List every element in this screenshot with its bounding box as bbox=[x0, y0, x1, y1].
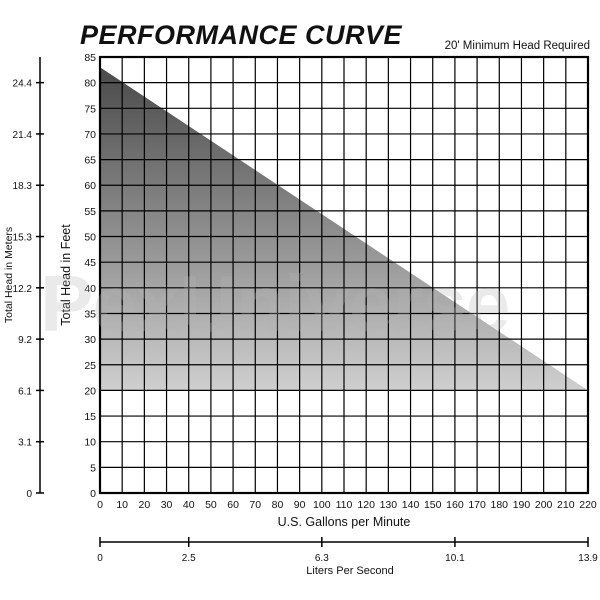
y-tick-label: 15 bbox=[84, 411, 96, 423]
lps-tick-label: 10.1 bbox=[445, 553, 465, 564]
meters-tick-label: 12.2 bbox=[13, 284, 33, 295]
x-tick-label: 180 bbox=[491, 499, 509, 511]
x-tick-label: 140 bbox=[402, 499, 420, 511]
meters-tick-label: 0 bbox=[26, 489, 32, 500]
y-tick-label: 70 bbox=[84, 129, 96, 141]
y-tick-label: 80 bbox=[84, 78, 96, 90]
y-tick-label: 30 bbox=[84, 334, 96, 346]
x-tick-label: 30 bbox=[161, 499, 173, 511]
x-tick-label: 0 bbox=[97, 499, 103, 511]
x-tick-label: 80 bbox=[272, 499, 284, 511]
y-tick-label: 20 bbox=[84, 385, 96, 397]
x-tick-label: 200 bbox=[535, 499, 553, 511]
meters-axis-label: Total Head in Meters bbox=[3, 227, 15, 323]
x-tick-label: 160 bbox=[446, 499, 464, 511]
x-tick-label: 70 bbox=[249, 499, 261, 511]
y-tick-label: 10 bbox=[84, 437, 96, 449]
y-tick-label: 55 bbox=[84, 206, 96, 218]
meters-tick-label: 21.4 bbox=[13, 130, 33, 141]
lps-tick-label: 6.3 bbox=[315, 553, 329, 564]
y-tick-label: 65 bbox=[84, 155, 96, 167]
x-tick-label: 220 bbox=[579, 499, 597, 511]
chart-title: PERFORMANCE CURVE bbox=[80, 20, 403, 50]
meters-tick-label: 24.4 bbox=[13, 79, 33, 90]
y-axis-label: Total Head in Feet bbox=[59, 224, 73, 326]
x-tick-label: 190 bbox=[513, 499, 531, 511]
y-tick-label: 60 bbox=[84, 180, 96, 192]
x-tick-label: 150 bbox=[424, 499, 442, 511]
x-tick-label: 20 bbox=[139, 499, 151, 511]
x-tick-label: 50 bbox=[205, 499, 217, 511]
meters-tick-label: 6.1 bbox=[18, 386, 32, 397]
y-tick-label: 25 bbox=[84, 360, 96, 372]
y-tick-label: 50 bbox=[84, 232, 96, 244]
x-tick-label: 40 bbox=[183, 499, 195, 511]
y-tick-label: 75 bbox=[84, 103, 96, 115]
x-tick-label: 130 bbox=[380, 499, 398, 511]
x-tick-label: 120 bbox=[357, 499, 375, 511]
y-tick-label: 85 bbox=[84, 52, 96, 64]
x-axis-label: U.S. Gallons per Minute bbox=[278, 515, 411, 529]
lps-tick-label: 2.5 bbox=[182, 553, 196, 564]
y-tick-label: 0 bbox=[90, 488, 96, 500]
x-tick-label: 100 bbox=[313, 499, 331, 511]
x-tick-label: 210 bbox=[557, 499, 575, 511]
y-tick-label: 40 bbox=[84, 283, 96, 295]
y-tick-label: 5 bbox=[90, 462, 96, 474]
meters-tick-label: 18.3 bbox=[13, 181, 33, 192]
x-tick-label: 170 bbox=[468, 499, 486, 511]
lps-axis-label: Liters Per Second bbox=[306, 565, 393, 577]
y-tick-label: 45 bbox=[84, 257, 96, 269]
x-tick-label: 110 bbox=[336, 499, 353, 511]
x-tick-label: 60 bbox=[227, 499, 239, 511]
plot-frame bbox=[98, 55, 590, 495]
y-tick-label: 35 bbox=[84, 308, 96, 320]
lps-tick-label: 13.9 bbox=[578, 553, 598, 564]
meters-tick-label: 9.2 bbox=[18, 335, 32, 346]
chart-subtitle: 20' Minimum Head Required bbox=[444, 40, 590, 52]
meters-tick-label: 15.3 bbox=[13, 233, 33, 244]
meters-tick-label: 3.1 bbox=[18, 438, 32, 449]
lps-tick-label: 0 bbox=[97, 553, 103, 564]
x-tick-label: 10 bbox=[116, 499, 128, 511]
x-tick-label: 90 bbox=[294, 499, 306, 511]
